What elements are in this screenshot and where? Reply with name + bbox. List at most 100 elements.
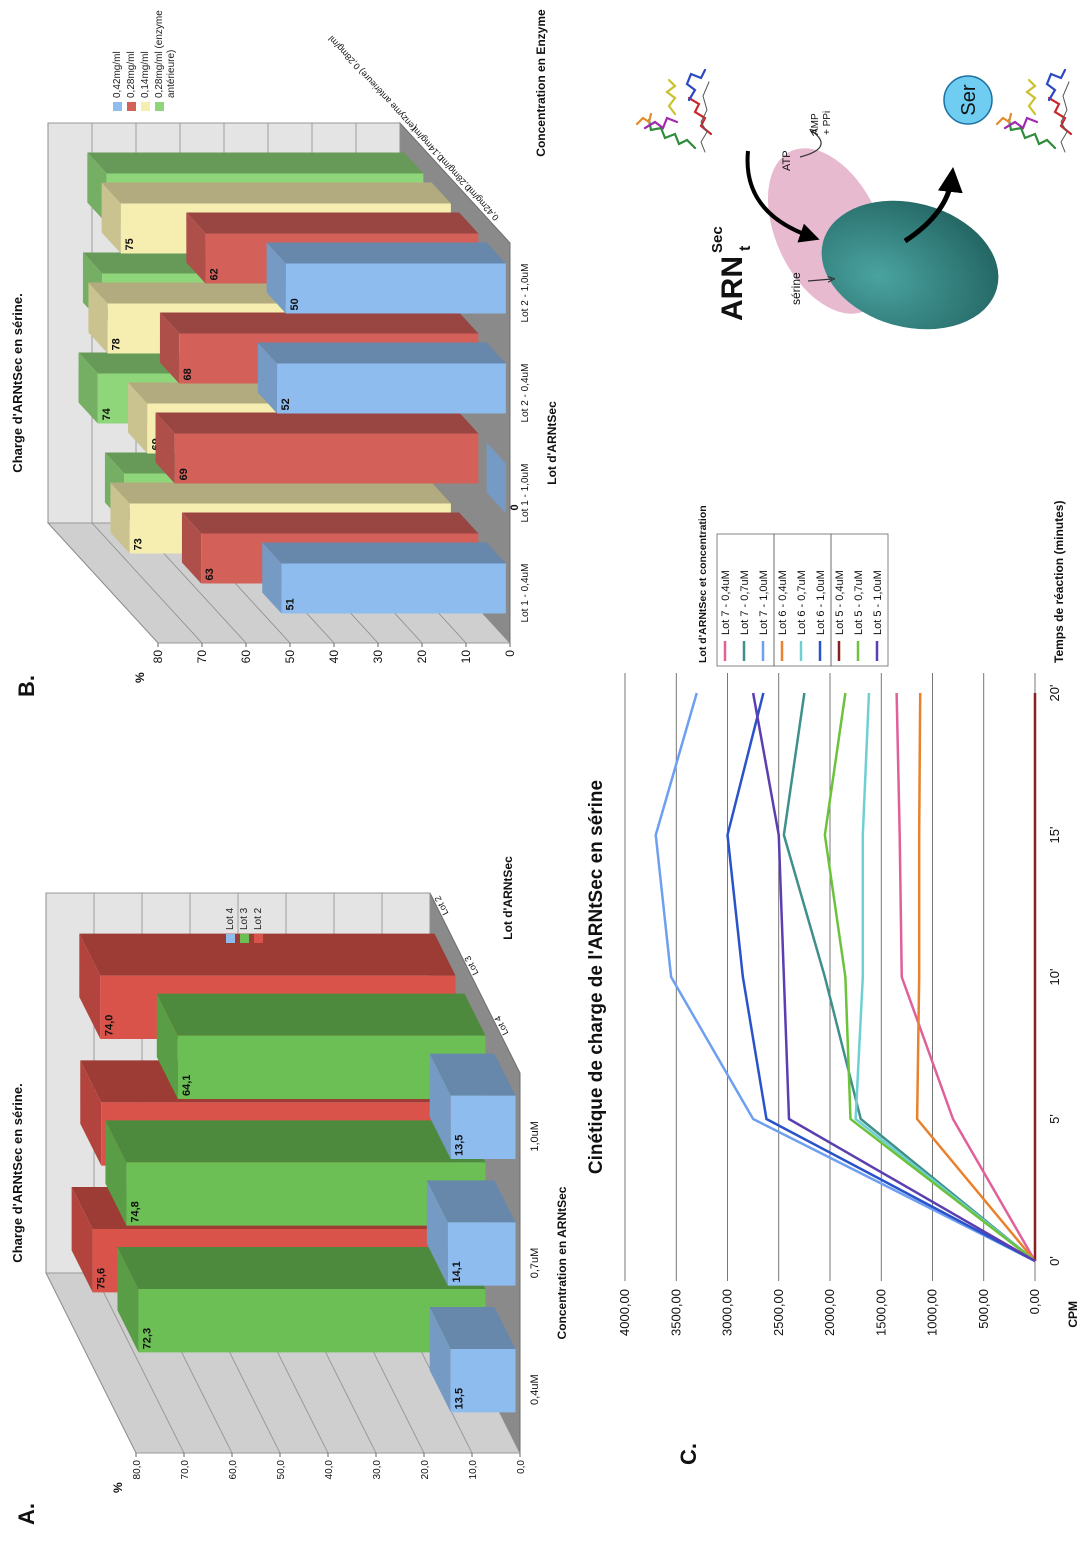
legend-box: Lot 4 Lot 3 Lot 2 — [225, 835, 265, 943]
bar-side — [257, 342, 506, 364]
bar-front — [126, 1162, 486, 1226]
x-tick-label: 0,4uM — [529, 1374, 541, 1405]
value-label: 69 — [178, 468, 190, 480]
y-tick-label: 80,0 — [132, 1460, 143, 1480]
x-tick-label: 20' — [1047, 685, 1062, 702]
ser-label: Ser — [958, 84, 980, 115]
value-label: 74,8 — [129, 1201, 141, 1222]
legend-swatch — [226, 934, 235, 943]
bar-front — [138, 1289, 486, 1353]
legend-label: Lot 6 - 0,4uM — [777, 570, 789, 635]
line-series — [782, 692, 1036, 1262]
bar-front — [450, 1349, 516, 1413]
bar-front — [285, 263, 506, 314]
legend-label: Lot 4 — [225, 907, 236, 930]
legend-label: Lot 5 - 1,0uM — [872, 570, 884, 635]
bar: 69 — [155, 412, 479, 484]
trna-label: ARN — [716, 256, 749, 321]
y-tick-label: 40 — [327, 650, 341, 664]
bar-side — [101, 182, 451, 204]
enzyme-domain — [821, 200, 999, 330]
panel-label: A. — [14, 1503, 39, 1525]
legend-label: Lot 2 — [253, 907, 264, 930]
ppi-label: + PPi — [822, 111, 833, 135]
legend-entry: 0,28mg/ml (enzyme antérieure) — [154, 3, 178, 111]
legend-title: Lot d'ARNtSec et concentration — [697, 505, 709, 663]
bar: 0 — [486, 442, 521, 514]
legend-label: 0,42mg/ml — [112, 51, 123, 98]
bar-top — [71, 1187, 93, 1293]
y-tick-label: 50,0 — [276, 1460, 287, 1480]
bar-top — [429, 1307, 451, 1413]
x-tick-label: 10' — [1047, 969, 1062, 986]
atp-label: ATP — [781, 150, 793, 171]
y-tick-label: 10 — [459, 650, 473, 664]
y-tick-label: 1500,00 — [873, 1289, 888, 1336]
bar: 13,5 — [429, 1053, 516, 1159]
bar-top — [110, 482, 130, 554]
x-tick-label: Lot 2 - 1,0uM — [520, 264, 531, 323]
legend-label: Lot 3 — [239, 907, 250, 930]
bar-top — [105, 1120, 127, 1226]
bar: 52 — [257, 342, 506, 414]
x-tick-label: 15' — [1047, 827, 1062, 844]
line-series — [654, 692, 1036, 1263]
value-label: 64,1 — [181, 1075, 193, 1096]
y-axis-label: % — [133, 672, 147, 683]
value-label: 14,1 — [451, 1261, 463, 1282]
y-tick-label: 2000,00 — [822, 1289, 837, 1336]
legend-box: 0,42mg/ml 0,28mg/ml 0,14mg/ml 0,28mg/ml (en… — [112, 3, 178, 111]
bar-side — [87, 152, 424, 174]
grid-line — [45, 1272, 137, 1454]
legend-entry: 0,28mg/ml — [126, 3, 138, 111]
legend-label: Lot 7 - 0,7uM — [739, 570, 751, 635]
value-label: 62 — [209, 268, 221, 280]
bar: 13,5 — [429, 1307, 516, 1413]
bar: 64,1 — [156, 993, 486, 1099]
x-axis-label: Lot d'ARNtSec — [545, 401, 559, 485]
value-label: 52 — [280, 398, 292, 410]
x-tick-label: 1,0uM — [529, 1121, 541, 1152]
y-tick-label: 0 — [503, 650, 517, 657]
bar-top — [159, 312, 180, 384]
bar: 14,1 — [426, 1180, 516, 1286]
value-label: 51 — [284, 598, 296, 610]
value-label: 78 — [111, 338, 123, 350]
y-tick-label: 2500,00 — [771, 1289, 786, 1336]
y-tick-label: 30,0 — [372, 1460, 383, 1480]
value-label: 0 — [509, 504, 521, 510]
y-tick-label: 20,0 — [420, 1460, 431, 1480]
line-series — [895, 692, 1037, 1262]
x-axis-label: Temps de réaction (minutes) — [1052, 501, 1066, 663]
bar-side — [110, 482, 451, 504]
serine-badge — [943, 75, 993, 125]
bar-side — [429, 1053, 516, 1096]
trna-label-sub: t — [737, 245, 754, 251]
y-tick-label: 40,0 — [324, 1460, 335, 1480]
legend-swatch — [240, 934, 249, 943]
line-series — [751, 692, 1036, 1263]
bar: 50 — [266, 242, 506, 314]
bar-side — [181, 512, 479, 534]
bar: 51 — [262, 542, 506, 614]
bar-side — [266, 242, 506, 264]
bar-top — [78, 352, 98, 424]
grid-line — [93, 1272, 185, 1454]
chart-title: Charge d'ARNtSec en sérine. — [10, 1083, 25, 1262]
legend-label: 0,28mg/ml (enzyme antérieure) — [154, 10, 177, 98]
legend-swatch — [141, 102, 150, 111]
bar-front — [277, 363, 506, 414]
y-tick-label: 20 — [415, 650, 429, 664]
bar-top — [186, 212, 206, 284]
trna-model — [635, 68, 713, 154]
bar-top — [88, 282, 108, 354]
y-tick-label: 0,00 — [1027, 1289, 1042, 1314]
x-tick-label: 5' — [1047, 1114, 1062, 1124]
bar-top — [79, 933, 101, 1039]
serine-label: sérine — [789, 272, 803, 305]
grid-line — [47, 522, 159, 644]
bar-front — [450, 1095, 516, 1159]
bar-side — [156, 993, 486, 1036]
bar-top — [486, 442, 506, 514]
